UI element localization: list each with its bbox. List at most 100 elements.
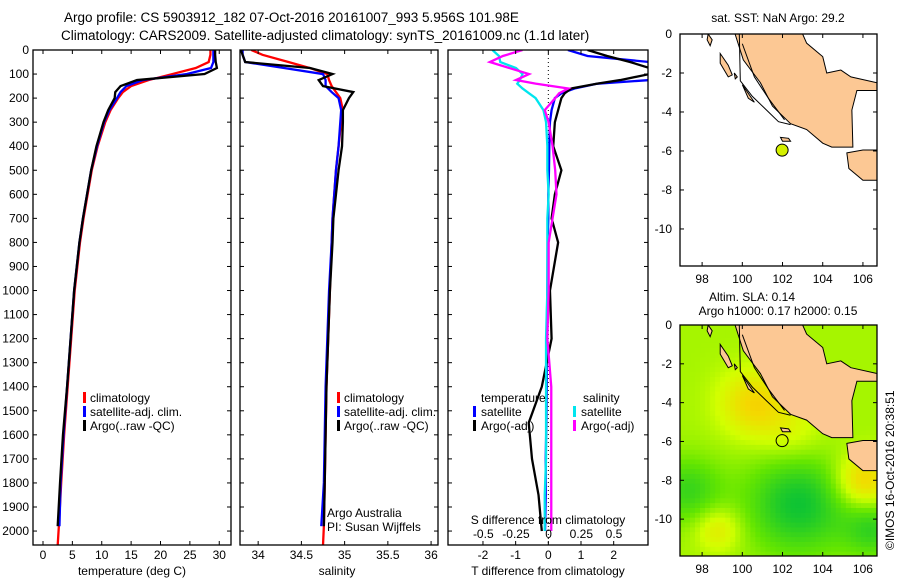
legend-label: Argo(-adj)	[581, 419, 634, 433]
sla-cell	[715, 454, 721, 460]
sla-cell	[830, 454, 837, 460]
sla-cell	[860, 507, 867, 513]
sla-cell	[745, 424, 751, 431]
sla-cell	[775, 420, 782, 426]
sla-cell	[810, 463, 817, 470]
sla-cell	[685, 531, 691, 538]
sla-cell	[815, 473, 822, 479]
sla-cell	[730, 347, 736, 353]
sla-cell	[870, 497, 877, 504]
sla-cell	[750, 522, 756, 528]
argo-position-marker	[775, 434, 789, 448]
sla-cell	[760, 458, 766, 465]
sla-cell	[855, 526, 862, 533]
sla-cell	[735, 522, 741, 528]
sla-cell	[740, 507, 746, 513]
land-island	[706, 325, 713, 338]
sla-cell	[770, 415, 776, 421]
sla-cell	[855, 473, 862, 479]
sla-cell	[760, 526, 766, 533]
sla-cell	[725, 366, 731, 373]
sla-cell	[690, 541, 696, 547]
sla-cell	[745, 395, 751, 402]
sla-cell	[690, 391, 696, 397]
series-line-climatology	[56, 50, 212, 545]
sla-cell	[850, 429, 857, 436]
sla-cell	[690, 463, 696, 470]
sla-cell	[760, 420, 766, 426]
sla-cell	[685, 512, 691, 518]
sla-cell	[725, 512, 731, 518]
sla-cell	[710, 342, 716, 348]
sla-cell	[860, 522, 867, 528]
sla-cell	[820, 517, 827, 523]
sla-cell	[805, 468, 812, 474]
sla-cell	[805, 507, 812, 513]
sla-cell	[870, 473, 877, 479]
sla-cell	[785, 541, 792, 547]
sla-cell	[820, 434, 827, 441]
sla-cell	[705, 381, 711, 387]
sla-cell	[700, 415, 706, 421]
sla-cell	[740, 415, 746, 421]
sla-cell	[690, 439, 696, 445]
sla-cell	[705, 434, 711, 441]
sla-cell	[810, 468, 817, 474]
sla-cell	[695, 327, 701, 334]
sla-cell	[730, 507, 736, 513]
sla-cell	[785, 502, 792, 508]
sla-cell	[680, 337, 686, 343]
sla-cell	[835, 473, 842, 479]
sla-cell	[680, 332, 686, 339]
sla-cell	[810, 439, 817, 445]
sla-cell	[760, 546, 766, 552]
sla-cell	[780, 444, 787, 450]
sla-cell	[765, 536, 771, 542]
sla-cell	[870, 405, 877, 411]
sla-cell	[865, 429, 872, 436]
sla-cell	[750, 395, 756, 402]
sla-cell	[695, 483, 701, 489]
sla-cell	[720, 551, 726, 556]
sla-cell	[720, 454, 726, 460]
sla-cell	[725, 420, 731, 426]
sla-cell	[695, 332, 701, 339]
sla-cell	[820, 497, 827, 504]
sla-cell	[800, 541, 807, 547]
sla-cell	[695, 512, 701, 518]
sla-cell	[710, 327, 716, 334]
sla-cell	[755, 424, 761, 431]
sla-cell	[840, 512, 847, 518]
sla-cell	[695, 395, 701, 402]
sla-cell	[690, 454, 696, 460]
sla-cell	[795, 458, 802, 465]
sla-cell	[835, 337, 842, 343]
sla-cell	[780, 551, 787, 556]
sla-cell	[760, 512, 766, 518]
sla-cell	[715, 551, 721, 556]
sla-cell	[770, 473, 776, 479]
plot-frame	[32, 49, 232, 546]
sla-cell	[745, 429, 751, 436]
sla-cell	[765, 410, 771, 416]
sla-cell	[750, 371, 756, 377]
sla-cell	[865, 415, 872, 421]
sla-cell	[830, 522, 837, 528]
sla-cell	[850, 361, 857, 368]
y-tick-label: 1500	[2, 404, 29, 418]
sla-cell	[850, 434, 857, 441]
legend-swatch-t-satellite	[473, 406, 476, 417]
sla-cell	[740, 531, 746, 538]
legend-label: satellite-adj. clim.	[344, 405, 436, 419]
sla-cell	[740, 361, 746, 368]
sla-cell	[710, 381, 716, 387]
sla-cell	[740, 424, 746, 431]
sla-cell	[760, 492, 766, 499]
sla-cell	[850, 468, 857, 474]
sla-cell	[805, 546, 812, 552]
bathymetry-contour	[738, 34, 791, 126]
sla-cell	[730, 463, 736, 470]
sla-cell	[725, 546, 731, 552]
sla-cell	[720, 536, 726, 542]
